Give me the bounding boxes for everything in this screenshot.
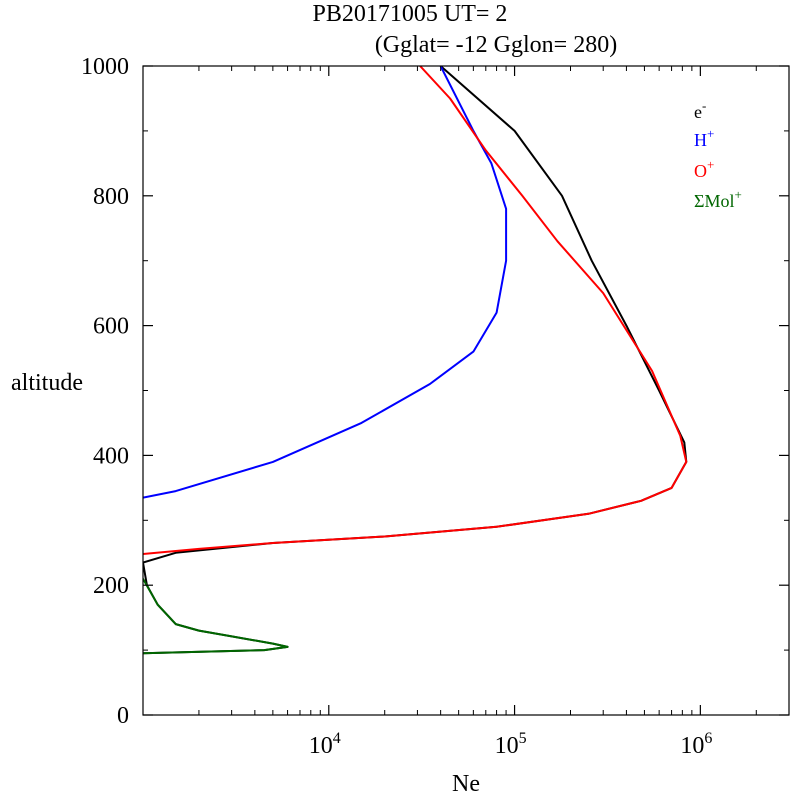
x-tick-label: 104 bbox=[309, 730, 341, 759]
y-tick-label: 800 bbox=[93, 184, 129, 210]
x-tick-label: 106 bbox=[680, 730, 712, 759]
x-axis-label: Ne bbox=[452, 771, 480, 795]
axis-ticks: 0 200 400 600 800 1000 104 105 106 bbox=[81, 54, 789, 759]
series-line-3 bbox=[143, 578, 289, 655]
y-tick-label: 0 bbox=[117, 703, 129, 729]
chart-title-line1: PB20171005 UT= 2 bbox=[313, 1, 508, 27]
plot-area bbox=[143, 66, 688, 655]
legend-entry-3: ΣMol+ bbox=[694, 187, 742, 211]
legend: e- H+ O+ ΣMol+ bbox=[694, 98, 742, 211]
y-tick-label: 200 bbox=[93, 573, 129, 599]
legend-entry-0: e- bbox=[694, 98, 706, 122]
x-tick-label: 105 bbox=[495, 730, 527, 759]
y-tick-label: 400 bbox=[93, 443, 129, 469]
series-line-2 bbox=[143, 66, 688, 555]
y-tick-label: 600 bbox=[93, 314, 129, 340]
y-tick-label: 1000 bbox=[81, 54, 129, 80]
legend-entry-1: H+ bbox=[694, 126, 714, 150]
series-line-1 bbox=[143, 66, 508, 499]
legend-entry-2: O+ bbox=[694, 157, 714, 181]
chart-title-line2: (Gglat= -12 Gglon= 280) bbox=[375, 32, 617, 58]
y-axis-label: altitude bbox=[11, 370, 83, 396]
